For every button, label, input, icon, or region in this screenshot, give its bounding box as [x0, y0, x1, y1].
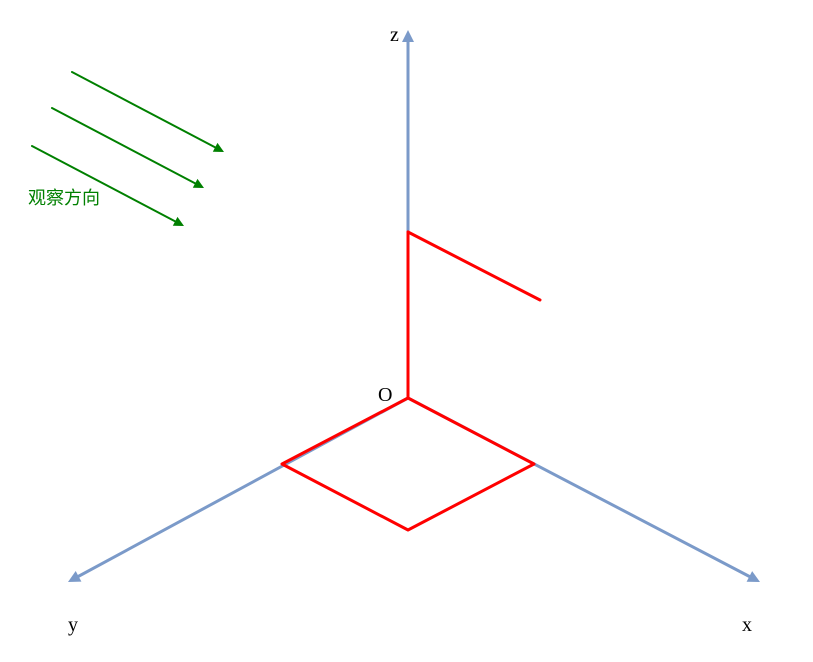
view-direction-label: 观察方向 — [28, 184, 100, 210]
view-arrow-1 — [52, 108, 204, 188]
origin-label: O — [378, 384, 392, 407]
x-axis-label: x — [742, 614, 752, 637]
coordinate-diagram — [0, 0, 813, 662]
z-axis-label: z — [390, 24, 399, 47]
view-arrow-0 — [72, 72, 224, 152]
y-axis-label: y — [68, 614, 78, 637]
red-shape — [282, 232, 540, 530]
